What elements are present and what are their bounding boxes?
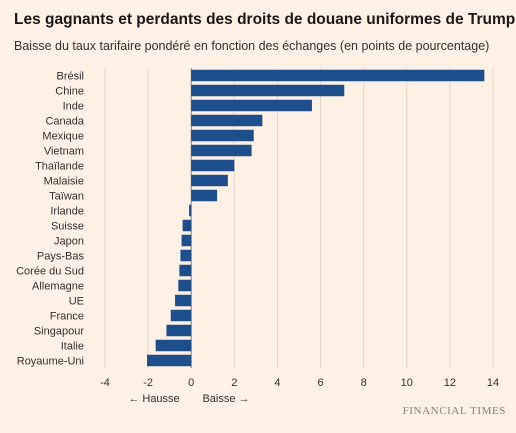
y-category-label: Allemagne — [32, 281, 84, 293]
x-tick-label: 2 — [231, 377, 237, 389]
y-category-label: Inde — [63, 101, 84, 113]
bar — [147, 354, 192, 367]
y-category-label: Chine — [55, 86, 84, 98]
annotation-baisse: Baisse → — [202, 393, 249, 405]
x-tick-label: 14 — [487, 377, 499, 389]
bar — [166, 324, 192, 337]
x-tick-label: 6 — [317, 377, 323, 389]
x-tick-label: 0 — [188, 377, 194, 389]
chart-subtitle: Baisse du taux tarifaire pondéré en fonc… — [14, 39, 490, 53]
bar — [182, 219, 192, 232]
y-category-label: Brésil — [56, 71, 84, 83]
x-tick-label: 8 — [361, 377, 367, 389]
y-category-label: Italie — [61, 341, 84, 353]
bar — [178, 279, 192, 292]
bar — [191, 114, 263, 127]
y-category-label: Royaume-Uni — [17, 356, 84, 368]
bar — [191, 69, 485, 82]
chart-title: Les gagnants et perdants des droits de d… — [14, 11, 516, 28]
bar — [180, 249, 192, 262]
bar — [181, 234, 192, 247]
x-tick-label: -2 — [143, 377, 153, 389]
x-tick-label: 10 — [401, 377, 413, 389]
y-category-label: Thaïlande — [35, 161, 84, 173]
bar — [191, 84, 345, 97]
y-category-label: Corée du Sud — [16, 266, 84, 278]
source-logo: FINANCIAL TIMES — [402, 405, 506, 417]
bar — [191, 99, 312, 112]
bar — [191, 144, 252, 157]
bar — [189, 204, 192, 217]
y-category-label: Irlande — [50, 206, 84, 218]
y-category-label: Japon — [54, 236, 84, 248]
x-tick-label: 12 — [444, 377, 456, 389]
x-tick-label: -4 — [100, 377, 110, 389]
annotation-hausse: ← Hausse — [128, 393, 179, 405]
y-category-label: Canada — [45, 116, 84, 128]
y-category-label: Suisse — [51, 221, 84, 233]
y-category-label: Malaisie — [44, 176, 84, 188]
bar — [179, 264, 192, 277]
bar — [175, 294, 192, 307]
y-category-label: Singapour — [34, 326, 84, 338]
bar — [191, 174, 228, 187]
x-tick-label: 4 — [274, 377, 280, 389]
y-category-label: France — [50, 311, 84, 323]
y-category-label: Vietnam — [44, 146, 84, 158]
bar — [191, 129, 254, 142]
y-category-label: Pays-Bas — [37, 251, 85, 263]
y-category-label: Mexique — [42, 131, 84, 143]
bar — [191, 159, 235, 172]
bar — [155, 339, 192, 352]
y-category-label: Taïwan — [49, 191, 84, 203]
bar — [191, 189, 218, 202]
bar — [170, 309, 192, 322]
y-category-label: UE — [69, 296, 84, 308]
